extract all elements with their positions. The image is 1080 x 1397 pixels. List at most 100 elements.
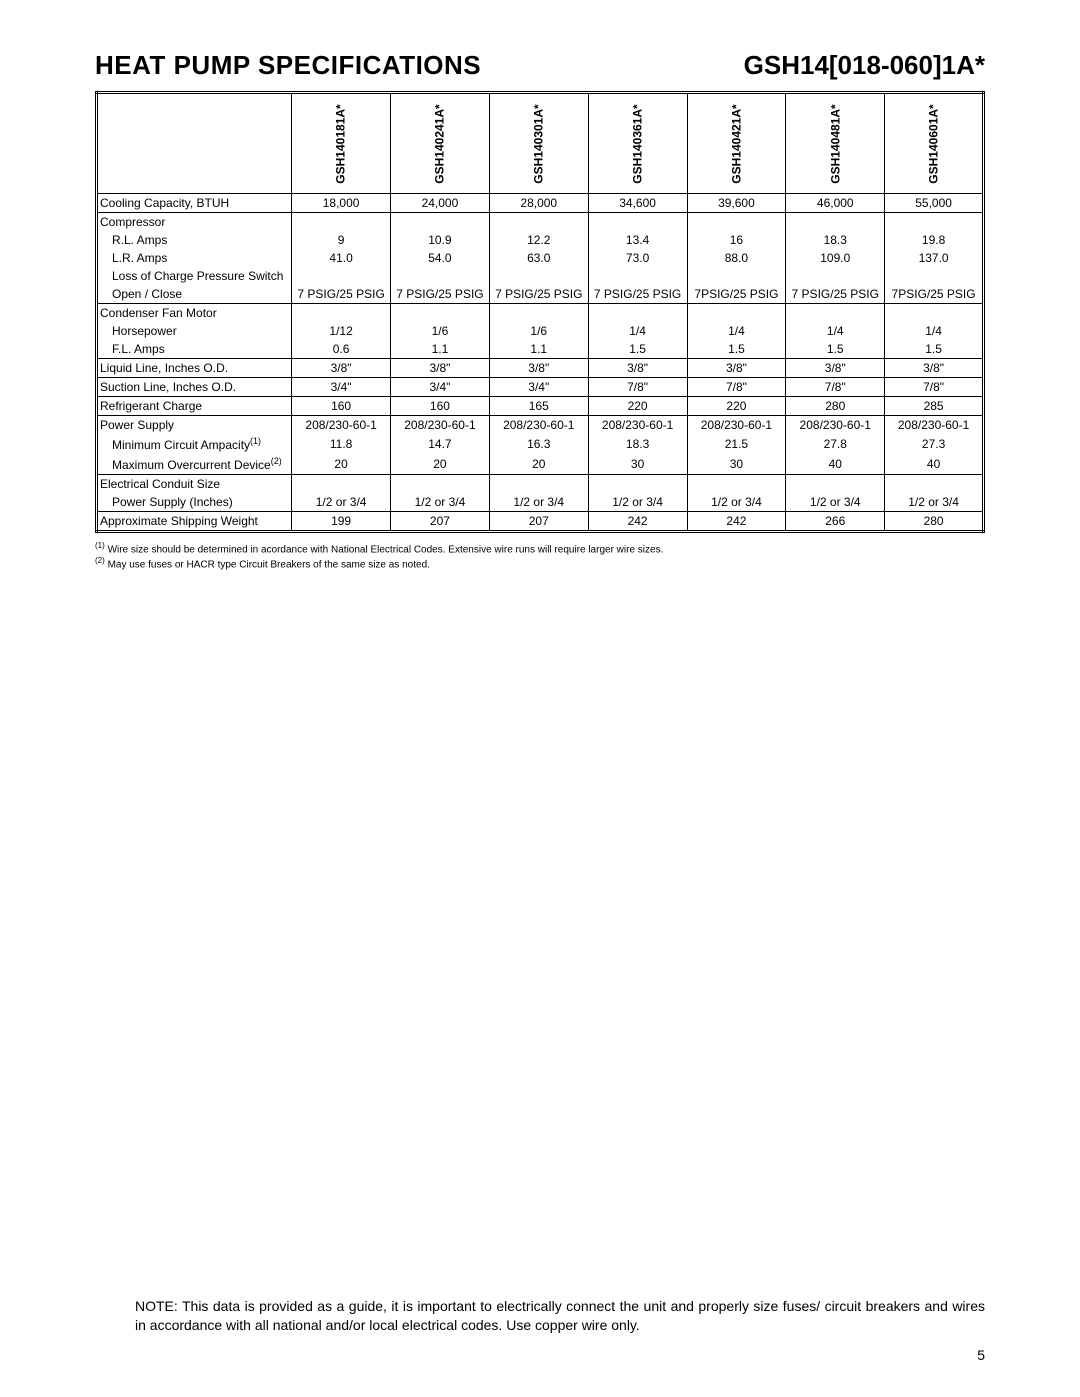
cell: 13.4 xyxy=(588,231,687,249)
cell: 3/8" xyxy=(391,359,490,378)
column-header-label: GSH140421A* xyxy=(729,104,743,183)
footnote-2-text: May use fuses or HACR type Circuit Break… xyxy=(108,560,430,571)
cell: 24,000 xyxy=(391,194,490,213)
row-label: Approximate Shipping Weight xyxy=(97,512,292,532)
cell: 54.0 xyxy=(391,249,490,267)
cell: 19.8 xyxy=(885,231,984,249)
cell: 160 xyxy=(391,397,490,416)
row-label: Minimum Circuit Ampacity(1) xyxy=(97,434,292,454)
cell: 1/4 xyxy=(786,322,885,340)
cell: 0.6 xyxy=(292,340,391,359)
cell: 280 xyxy=(885,512,984,532)
cell: 3/8" xyxy=(885,359,984,378)
column-header-label: GSH140481A* xyxy=(828,104,842,183)
cell: 7/8" xyxy=(885,378,984,397)
cell xyxy=(786,304,885,323)
row-label: Refrigerant Charge xyxy=(97,397,292,416)
note-block: NOTE: This data is provided as a guide, … xyxy=(135,1297,985,1335)
table-row: Loss of Charge Pressure Switch xyxy=(97,267,984,285)
footnotes: (1) Wire size should be determined in ac… xyxy=(95,541,985,572)
cell: 18.3 xyxy=(786,231,885,249)
cell: 220 xyxy=(687,397,786,416)
cell: 1.5 xyxy=(588,340,687,359)
cell: 28,000 xyxy=(489,194,588,213)
column-header: GSH140481A* xyxy=(786,93,885,194)
cell xyxy=(588,213,687,232)
table-row: Refrigerant Charge160160165220220280285 xyxy=(97,397,984,416)
cell: 9 xyxy=(292,231,391,249)
cell: 137.0 xyxy=(885,249,984,267)
row-label: Liquid Line, Inches O.D. xyxy=(97,359,292,378)
cell: 1.5 xyxy=(885,340,984,359)
cell: 1/2 or 3/4 xyxy=(687,493,786,512)
cell xyxy=(687,213,786,232)
cell: 16.3 xyxy=(489,434,588,454)
cell: 63.0 xyxy=(489,249,588,267)
cell: 20 xyxy=(292,454,391,475)
cell: 14.7 xyxy=(391,434,490,454)
table-body: Cooling Capacity, BTUH18,00024,00028,000… xyxy=(97,194,984,532)
cell: 199 xyxy=(292,512,391,532)
cell: 3/8" xyxy=(687,359,786,378)
footnote-1: (1) Wire size should be determined in ac… xyxy=(95,541,985,556)
table-row: L.R. Amps41.054.063.073.088.0109.0137.0 xyxy=(97,249,984,267)
spec-table: GSH140181A*GSH140241A*GSH140301A*GSH1403… xyxy=(95,91,985,533)
cell: 266 xyxy=(786,512,885,532)
cell: 39,600 xyxy=(687,194,786,213)
cell: 242 xyxy=(588,512,687,532)
row-label: F.L. Amps xyxy=(97,340,292,359)
cell xyxy=(687,267,786,285)
cell: 41.0 xyxy=(292,249,391,267)
cell: 40 xyxy=(885,454,984,475)
cell: 208/230-60-1 xyxy=(292,416,391,435)
cell: 280 xyxy=(786,397,885,416)
cell: 7 PSIG/25 PSIG xyxy=(391,285,490,304)
cell xyxy=(292,475,391,494)
cell: 1/12 xyxy=(292,322,391,340)
cell: 3/8" xyxy=(786,359,885,378)
cell: 165 xyxy=(489,397,588,416)
cell: 1.1 xyxy=(489,340,588,359)
cell: 27.3 xyxy=(885,434,984,454)
row-label: Power Supply (Inches) xyxy=(97,493,292,512)
cell xyxy=(489,475,588,494)
row-label: Horsepower xyxy=(97,322,292,340)
cell: 27.8 xyxy=(786,434,885,454)
cell xyxy=(391,475,490,494)
cell: 1/2 or 3/4 xyxy=(786,493,885,512)
table-row: Condenser Fan Motor xyxy=(97,304,984,323)
cell: 207 xyxy=(391,512,490,532)
row-label: Compressor xyxy=(97,213,292,232)
cell: 7PSIG/25 PSIG xyxy=(687,285,786,304)
cell: 20 xyxy=(489,454,588,475)
cell: 30 xyxy=(588,454,687,475)
column-header: GSH140601A* xyxy=(885,93,984,194)
cell: 7/8" xyxy=(588,378,687,397)
table-row: Cooling Capacity, BTUH18,00024,00028,000… xyxy=(97,194,984,213)
cell: 30 xyxy=(687,454,786,475)
table-row: Compressor xyxy=(97,213,984,232)
cell xyxy=(292,213,391,232)
cell: 1/2 or 3/4 xyxy=(292,493,391,512)
cell: 1.5 xyxy=(786,340,885,359)
cell: 40 xyxy=(786,454,885,475)
cell: 3/4" xyxy=(391,378,490,397)
cell: 1.5 xyxy=(687,340,786,359)
cell: 1/4 xyxy=(687,322,786,340)
cell xyxy=(786,267,885,285)
table-row: Power Supply208/230-60-1208/230-60-1208/… xyxy=(97,416,984,435)
cell xyxy=(391,213,490,232)
table-row: Minimum Circuit Ampacity(1)11.814.716.31… xyxy=(97,434,984,454)
cell: 242 xyxy=(687,512,786,532)
cell xyxy=(391,304,490,323)
table-row: F.L. Amps0.61.11.11.51.51.51.5 xyxy=(97,340,984,359)
cell: 46,000 xyxy=(786,194,885,213)
row-label: L.R. Amps xyxy=(97,249,292,267)
cell: 7 PSIG/25 PSIG xyxy=(292,285,391,304)
cell: 208/230-60-1 xyxy=(588,416,687,435)
table-row: Maximum Overcurrent Device(2)20202030304… xyxy=(97,454,984,475)
table-row: Liquid Line, Inches O.D.3/8"3/8"3/8"3/8"… xyxy=(97,359,984,378)
cell xyxy=(391,267,490,285)
row-label: Electrical Conduit Size xyxy=(97,475,292,494)
column-header-label: GSH140601A* xyxy=(927,104,941,183)
